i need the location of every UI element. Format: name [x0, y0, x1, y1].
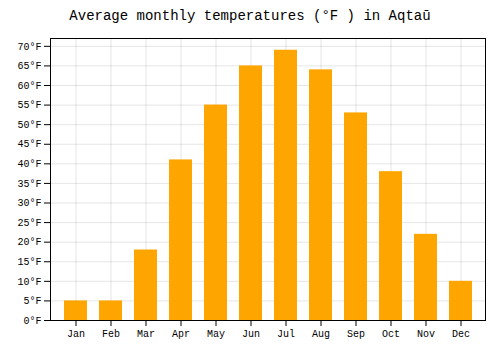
svg-text:5°F: 5°F	[23, 296, 41, 307]
svg-text:Aug: Aug	[312, 329, 330, 340]
svg-text:May: May	[207, 329, 225, 340]
svg-text:Jan: Jan	[67, 329, 85, 340]
svg-text:40°F: 40°F	[17, 159, 41, 170]
svg-text:15°F: 15°F	[17, 257, 41, 268]
svg-text:Jul: Jul	[277, 329, 295, 340]
svg-text:30°F: 30°F	[17, 198, 41, 209]
svg-text:Oct: Oct	[382, 329, 400, 340]
svg-text:20°F: 20°F	[17, 237, 41, 248]
svg-text:10°F: 10°F	[17, 277, 41, 288]
svg-text:Feb: Feb	[102, 329, 120, 340]
svg-text:70°F: 70°F	[17, 42, 41, 53]
svg-text:55°F: 55°F	[17, 100, 41, 111]
svg-text:Mar: Mar	[137, 329, 155, 340]
svg-text:Apr: Apr	[172, 329, 190, 340]
svg-text:0°F: 0°F	[23, 316, 41, 327]
svg-text:35°F: 35°F	[17, 179, 41, 190]
svg-text:Jun: Jun	[242, 329, 260, 340]
svg-text:45°F: 45°F	[17, 139, 41, 150]
svg-text:25°F: 25°F	[17, 218, 41, 229]
svg-text:60°F: 60°F	[17, 81, 41, 92]
svg-text:Nov: Nov	[417, 329, 435, 340]
html-text:Average monthly temperatures (: Average monthly temperatures (°F ) in Aq…	[69, 8, 431, 24]
svg-text:50°F: 50°F	[17, 120, 41, 131]
svg-text:65°F: 65°F	[17, 61, 41, 72]
svg-text:Dec: Dec	[452, 329, 470, 340]
svg-text:Sep: Sep	[347, 329, 365, 340]
